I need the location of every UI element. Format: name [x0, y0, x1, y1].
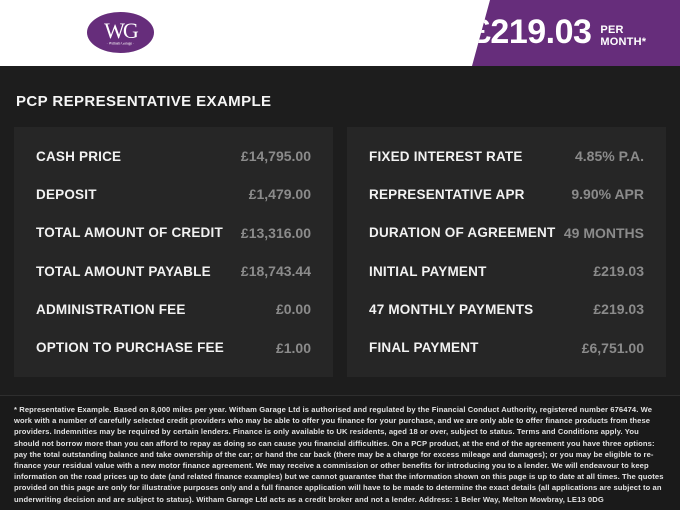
- finance-row-label: 47 MONTHLY PAYMENTS: [369, 301, 534, 317]
- finance-row: FIXED INTEREST RATE 4.85% P.A.: [369, 148, 644, 164]
- footer-disclaimer-section: * Representative Example. Based on 8,000…: [0, 395, 680, 510]
- finance-panel-right: FIXED INTEREST RATE 4.85% P.A. REPRESENT…: [347, 127, 666, 377]
- finance-row-value: 9.90% APR: [571, 186, 644, 203]
- finance-row-label: TOTAL AMOUNT PAYABLE: [36, 263, 211, 279]
- finance-row-value: £18,743.44: [240, 263, 311, 280]
- logo-name: · Witham Garage ·: [106, 41, 135, 46]
- header-bar: WG · Witham Garage · £219.03 PER MONTH*: [0, 0, 680, 66]
- witham-garage-logo: WG · Witham Garage ·: [87, 12, 154, 53]
- finance-row-label: REPRESENTATIVE APR: [369, 186, 525, 202]
- finance-row-value: £6,751.00: [581, 339, 644, 356]
- finance-panel-left: CASH PRICE £14,795.00 DEPOSIT £1,479.00 …: [14, 127, 333, 377]
- finance-row: INITIAL PAYMENT £219.03: [369, 263, 644, 279]
- finance-row: CASH PRICE £14,795.00: [36, 148, 311, 164]
- finance-row: 47 MONTHLY PAYMENTS £219.03: [369, 301, 644, 317]
- finance-row-label: INITIAL PAYMENT: [369, 263, 487, 279]
- page-title: PCP REPRESENTATIVE EXAMPLE: [16, 93, 272, 110]
- finance-row-label: DURATION OF AGREEMENT: [369, 225, 556, 241]
- finance-row-label: CASH PRICE: [36, 148, 122, 164]
- finance-row: TOTAL AMOUNT PAYABLE £18,743.44: [36, 263, 311, 279]
- finance-row: TOTAL AMOUNT OF CREDIT £13,316.00: [36, 225, 311, 241]
- finance-row-label: ADMINISTRATION FEE: [36, 301, 186, 317]
- finance-row: FINAL PAYMENT £6,751.00: [369, 340, 644, 356]
- finance-row: OPTION TO PURCHASE FEE £1.00: [36, 340, 311, 356]
- finance-row-value: £219.03: [593, 263, 644, 280]
- finance-panels: CASH PRICE £14,795.00 DEPOSIT £1,479.00 …: [14, 127, 666, 377]
- finance-row-label: FIXED INTEREST RATE: [369, 148, 523, 164]
- monthly-price-banner: £219.03 PER MONTH*: [472, 0, 680, 66]
- finance-example-section: PCP REPRESENTATIVE EXAMPLE CASH PRICE £1…: [0, 66, 680, 377]
- logo-initials: WG: [104, 17, 139, 43]
- finance-row-label: OPTION TO PURCHASE FEE: [36, 340, 224, 356]
- monthly-price-period: PER MONTH*: [600, 24, 647, 48]
- finance-row-value: £13,316.00: [240, 224, 311, 241]
- finance-row: REPRESENTATIVE APR 9.90% APR: [369, 186, 644, 202]
- finance-row-value: £219.03: [593, 301, 644, 318]
- finance-row-value: £1,479.00: [248, 186, 311, 203]
- finance-row-label: FINAL PAYMENT: [369, 340, 479, 356]
- finance-row-value: £0.00: [275, 301, 311, 318]
- finance-row: DURATION OF AGREEMENT 49 MONTHS: [369, 225, 644, 241]
- finance-row: DEPOSIT £1,479.00: [36, 186, 311, 202]
- finance-row-value: £14,795.00: [240, 148, 311, 165]
- finance-row: ADMINISTRATION FEE £0.00: [36, 301, 311, 317]
- finance-row-label: TOTAL AMOUNT OF CREDIT: [36, 225, 223, 241]
- disclaimer-text: * Representative Example. Based on 8,000…: [14, 405, 664, 504]
- finance-row-value: 49 MONTHS: [563, 224, 644, 241]
- monthly-price-amount: £219.03: [472, 13, 592, 51]
- finance-row-value: £1.00: [275, 339, 311, 356]
- finance-row-label: DEPOSIT: [36, 186, 97, 202]
- finance-row-value: 4.85% P.A.: [574, 148, 644, 165]
